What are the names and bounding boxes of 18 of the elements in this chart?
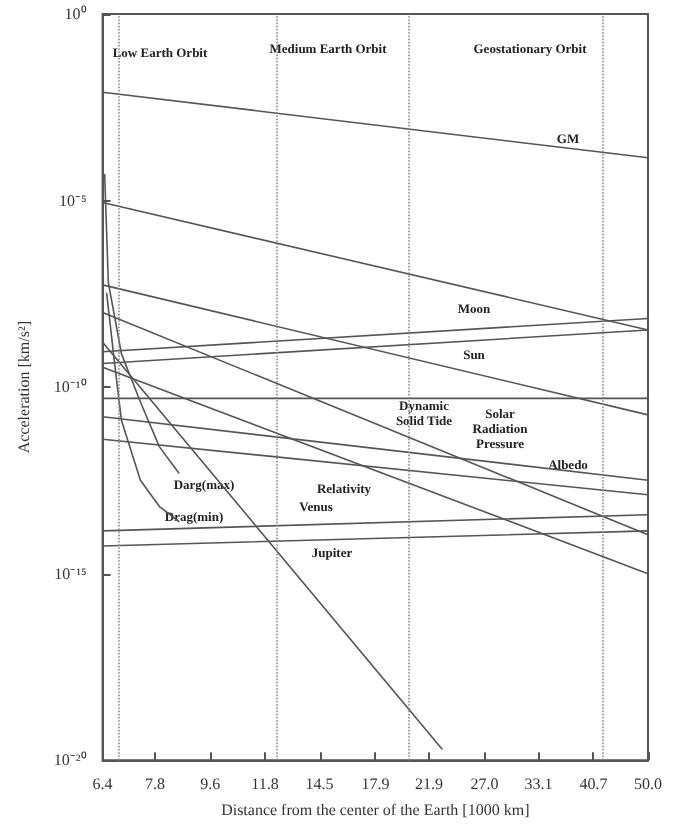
x-tick-label: 11.8 <box>251 775 279 794</box>
x-tick-label: 40.7 <box>579 775 608 794</box>
x-tick-label: 9.6 <box>200 775 221 794</box>
y-tick-label: 10⁻¹⁵ <box>54 564 88 583</box>
x-tick-label: 33.1 <box>524 775 553 794</box>
x-tick-label: 14.5 <box>305 775 334 794</box>
y-tick-label: 10⁻¹⁰ <box>53 378 87 397</box>
x-tick-label: 27.0 <box>470 775 499 794</box>
x-axis-title: Distance from the center of the Earth [1000 km] <box>221 801 531 819</box>
x-tick-label: 17.9 <box>361 775 390 794</box>
x-tick-label: 50.0 <box>634 775 662 794</box>
y-tick-label: 10⁻⁵ <box>59 191 87 210</box>
y-tick-label: 10⁰ <box>64 5 87 23</box>
x-tick-label: 6.4 <box>92 775 113 794</box>
x-tick-label: 21.9 <box>414 775 443 794</box>
y-axis-title: Acceleration [km/s²] <box>15 320 33 454</box>
x-tick-label: 7.8 <box>145 775 166 794</box>
y-tick-label: 10⁻²⁰ <box>53 751 87 770</box>
